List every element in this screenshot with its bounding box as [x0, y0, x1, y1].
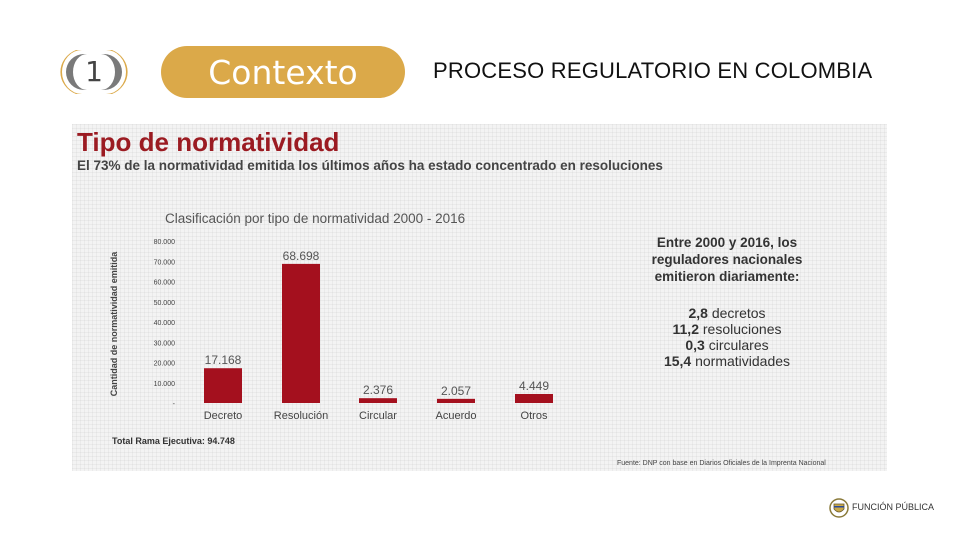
y-tick-label: 50.000 — [154, 300, 176, 307]
coat-of-arms-icon — [829, 498, 849, 518]
chart-title: Clasificación por tipo de normatividad 2… — [165, 211, 465, 226]
info-stats: 2,8 decretos 11,2 resoluciones 0,3 circu… — [617, 305, 837, 369]
y-tick-label: 80.000 — [154, 239, 176, 246]
data-label: 4.449 — [519, 379, 549, 393]
info-block: Entre 2000 y 2016, los reguladores nacio… — [617, 234, 837, 369]
page-title: PROCESO REGULATORIO EN COLOMBIA — [433, 58, 873, 83]
stat-value: 2,8 — [688, 305, 708, 321]
step-number: 1 — [85, 55, 103, 88]
y-tick-label: 70.000 — [154, 259, 176, 266]
data-label: 68.698 — [283, 249, 320, 263]
y-tick-label: 30.000 — [154, 340, 176, 347]
y-axis-label: Cantidad de normatividad emitida — [109, 251, 119, 397]
stat-label: decretos — [711, 305, 766, 321]
stat-label: resoluciones — [702, 321, 782, 337]
step-badge: 1 — [50, 44, 138, 100]
source-note: Fuente: DNP con base en Diarios Oficiale… — [617, 460, 826, 467]
info-heading-line: emitieron diariamente: — [654, 269, 800, 284]
stat-value: 0,3 — [685, 337, 705, 353]
x-tick-label: Resolución — [274, 410, 328, 422]
figure-title: Tipo de normatividad — [77, 127, 340, 157]
funcion-publica-logo: FUNCIÓN PÚBLICA — [828, 496, 948, 520]
y-tick-label: 40.000 — [154, 320, 176, 327]
bar-chart: Clasificación por tipo de normatividad 2… — [109, 211, 553, 422]
x-tick-label: Acuerdo — [436, 410, 477, 422]
bar — [204, 368, 242, 403]
section-label: Contexto — [208, 53, 358, 92]
logo-text: FUNCIÓN PÚBLICA — [852, 502, 935, 512]
stat-value: 11,2 — [672, 321, 699, 337]
stat-label: normatividades — [695, 353, 791, 369]
info-stat: 11,2 resoluciones — [617, 321, 837, 337]
stat-value: 15,4 — [663, 353, 692, 369]
info-heading: Entre 2000 y 2016, los reguladores nacio… — [617, 234, 837, 285]
info-heading-line: reguladores nacionales — [651, 252, 803, 267]
bar — [515, 393, 553, 403]
step-parenthesis-icon — [60, 50, 128, 94]
x-tick-label: Otros — [521, 410, 548, 422]
stat-label: circulares — [708, 337, 769, 353]
info-stat: 2,8 decretos — [617, 305, 837, 321]
y-tick-label: 10.000 — [154, 381, 176, 388]
bar — [437, 398, 475, 403]
info-heading-line: Entre 2000 y 2016, los — [656, 235, 798, 250]
data-label: 17.168 — [205, 353, 242, 367]
chart-figure: Tipo de normatividad El 73% de la normat… — [72, 124, 887, 471]
x-tick-label: Decreto — [204, 410, 243, 422]
section-pill: Contexto — [161, 46, 405, 98]
total-label: Total Rama Ejecutiva: 94.748 — [112, 436, 235, 446]
y-tick-label: - — [173, 401, 176, 408]
info-stat: 0,3 circulares — [617, 337, 837, 353]
x-tick-label: Circular — [359, 410, 397, 422]
figure-subtitle: El 73% de la normatividad emitida los úl… — [77, 158, 663, 173]
info-stat: 15,4 normatividades — [617, 353, 837, 369]
y-tick-label: 20.000 — [154, 361, 176, 368]
bar — [359, 398, 397, 403]
bar — [282, 263, 320, 403]
y-tick-label: 60.000 — [154, 280, 176, 287]
data-label: 2.376 — [363, 383, 393, 397]
data-label: 2.057 — [441, 384, 471, 398]
